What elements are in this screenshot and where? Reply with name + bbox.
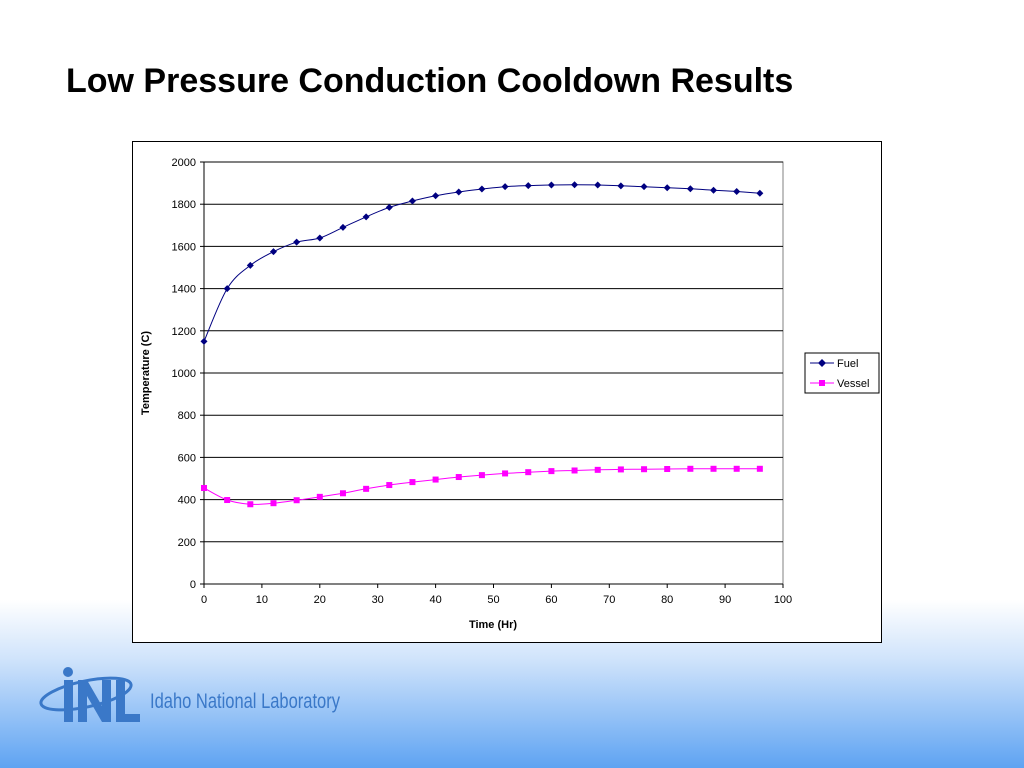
x-tick-label: 10 xyxy=(256,594,268,606)
fuel-data-point xyxy=(663,184,671,192)
chart-frame: 0 200 400 600 800 1000 1200 1400 1600 1800 2000 0 10… xyxy=(132,141,882,643)
x-tick-label: 100 xyxy=(774,594,792,606)
x-tick-label: 40 xyxy=(429,594,441,606)
vessel-data-point xyxy=(293,497,300,504)
x-tick-label: 30 xyxy=(372,594,384,606)
fuel-data-point xyxy=(246,261,254,269)
y-tick-label: 1600 xyxy=(172,241,196,253)
fuel-data-point xyxy=(571,181,579,189)
x-tick-label: 80 xyxy=(661,594,673,606)
y-tick-label: 400 xyxy=(178,495,196,507)
fuel-data-point xyxy=(432,192,440,200)
y-tick-label: 1400 xyxy=(172,284,196,296)
legend: Fuel Vessel xyxy=(804,352,880,394)
vessel-data-point xyxy=(594,466,601,473)
fuel-data-point xyxy=(710,186,718,194)
vessel-data-point xyxy=(339,490,346,497)
vessel-data-point xyxy=(571,467,578,474)
fuel-data-point xyxy=(200,337,208,345)
fuel-data-point xyxy=(501,183,509,191)
legend-fuel-label: Fuel xyxy=(837,358,858,370)
inl-logo-mark xyxy=(39,667,140,722)
vessel-data-point xyxy=(733,465,740,472)
temperature-chart: 0 200 400 600 800 1000 1200 1400 1600 1800 2000 0 10… xyxy=(140,157,880,631)
legend-fuel-marker xyxy=(818,359,826,367)
fuel-data-point xyxy=(756,189,764,197)
fuel-data-point xyxy=(547,181,555,189)
vessel-data-point xyxy=(247,501,254,508)
x-tick-label: 70 xyxy=(603,594,615,606)
y-tick-label: 200 xyxy=(178,537,196,549)
fuel-data-point xyxy=(362,213,370,221)
axes: 0 200 400 600 800 1000 1200 1400 1600 1800 2000 0 10… xyxy=(172,157,793,606)
vessel-data-point xyxy=(409,479,416,486)
fuel-data-point xyxy=(339,223,347,231)
vessel-data-point xyxy=(664,466,671,473)
vessel-data-point xyxy=(270,500,277,507)
y-tick-label: 1000 xyxy=(172,368,196,380)
vessel-data-point xyxy=(756,465,763,472)
fuel-data-point xyxy=(223,285,231,293)
fuel-data-point xyxy=(524,182,532,190)
y-tick-label: 600 xyxy=(178,452,196,464)
series-lines xyxy=(200,181,764,508)
x-tick-label: 90 xyxy=(719,594,731,606)
vessel-data-point xyxy=(502,470,509,477)
legend-vessel-marker xyxy=(819,380,825,386)
inl-logo: Idaho National Laboratory xyxy=(39,667,340,722)
fuel-data-point xyxy=(293,238,301,246)
x-axis-label: Time (Hr) xyxy=(469,619,517,631)
x-tick-label: 0 xyxy=(201,594,207,606)
vessel-data-point xyxy=(617,466,624,473)
x-tick-label: 50 xyxy=(487,594,499,606)
fuel-data-point xyxy=(686,185,694,193)
fuel-data-point xyxy=(385,203,393,211)
vessel-data-point xyxy=(641,466,648,473)
vessel-data-point xyxy=(548,468,555,475)
legend-box xyxy=(804,352,880,394)
y-axis-label: Temperature (C) xyxy=(140,331,152,415)
y-tick-label: 1200 xyxy=(172,326,196,338)
vessel-data-point xyxy=(386,482,393,489)
vessel-data-point xyxy=(316,493,323,500)
fuel-data-point xyxy=(455,188,463,196)
fuel-data-point xyxy=(640,183,648,191)
vessel-data-point xyxy=(478,472,485,479)
y-tick-label: 800 xyxy=(178,410,196,422)
fuel-data-point xyxy=(478,185,486,193)
fuel-data-point xyxy=(594,181,602,189)
vessel-data-point xyxy=(525,469,532,476)
vessel-data-point xyxy=(201,484,207,491)
x-tick-label: 60 xyxy=(545,594,557,606)
slide-title: Low Pressure Conduction Cooldown Results xyxy=(66,62,794,100)
fuel-data-point xyxy=(269,248,277,256)
fuel-data-point xyxy=(733,188,741,196)
vessel-data-point xyxy=(710,465,717,472)
vessel-data-point xyxy=(455,474,462,481)
vessel-data-point xyxy=(363,485,370,492)
fuel-data-point xyxy=(408,197,416,205)
y-tick-label: 0 xyxy=(190,579,196,591)
legend-vessel-label: Vessel xyxy=(837,378,869,390)
inl-logo-text: Idaho National Laboratory xyxy=(150,690,340,713)
y-tick-label: 1800 xyxy=(172,199,196,211)
fuel-data-point xyxy=(316,234,324,242)
vessel-data-point xyxy=(687,465,694,472)
y-tick-label: 2000 xyxy=(172,157,196,169)
fuel-data-point xyxy=(617,182,625,190)
x-tick-label: 20 xyxy=(314,594,326,606)
vessel-data-point xyxy=(224,497,231,504)
vessel-data-point xyxy=(432,476,439,483)
